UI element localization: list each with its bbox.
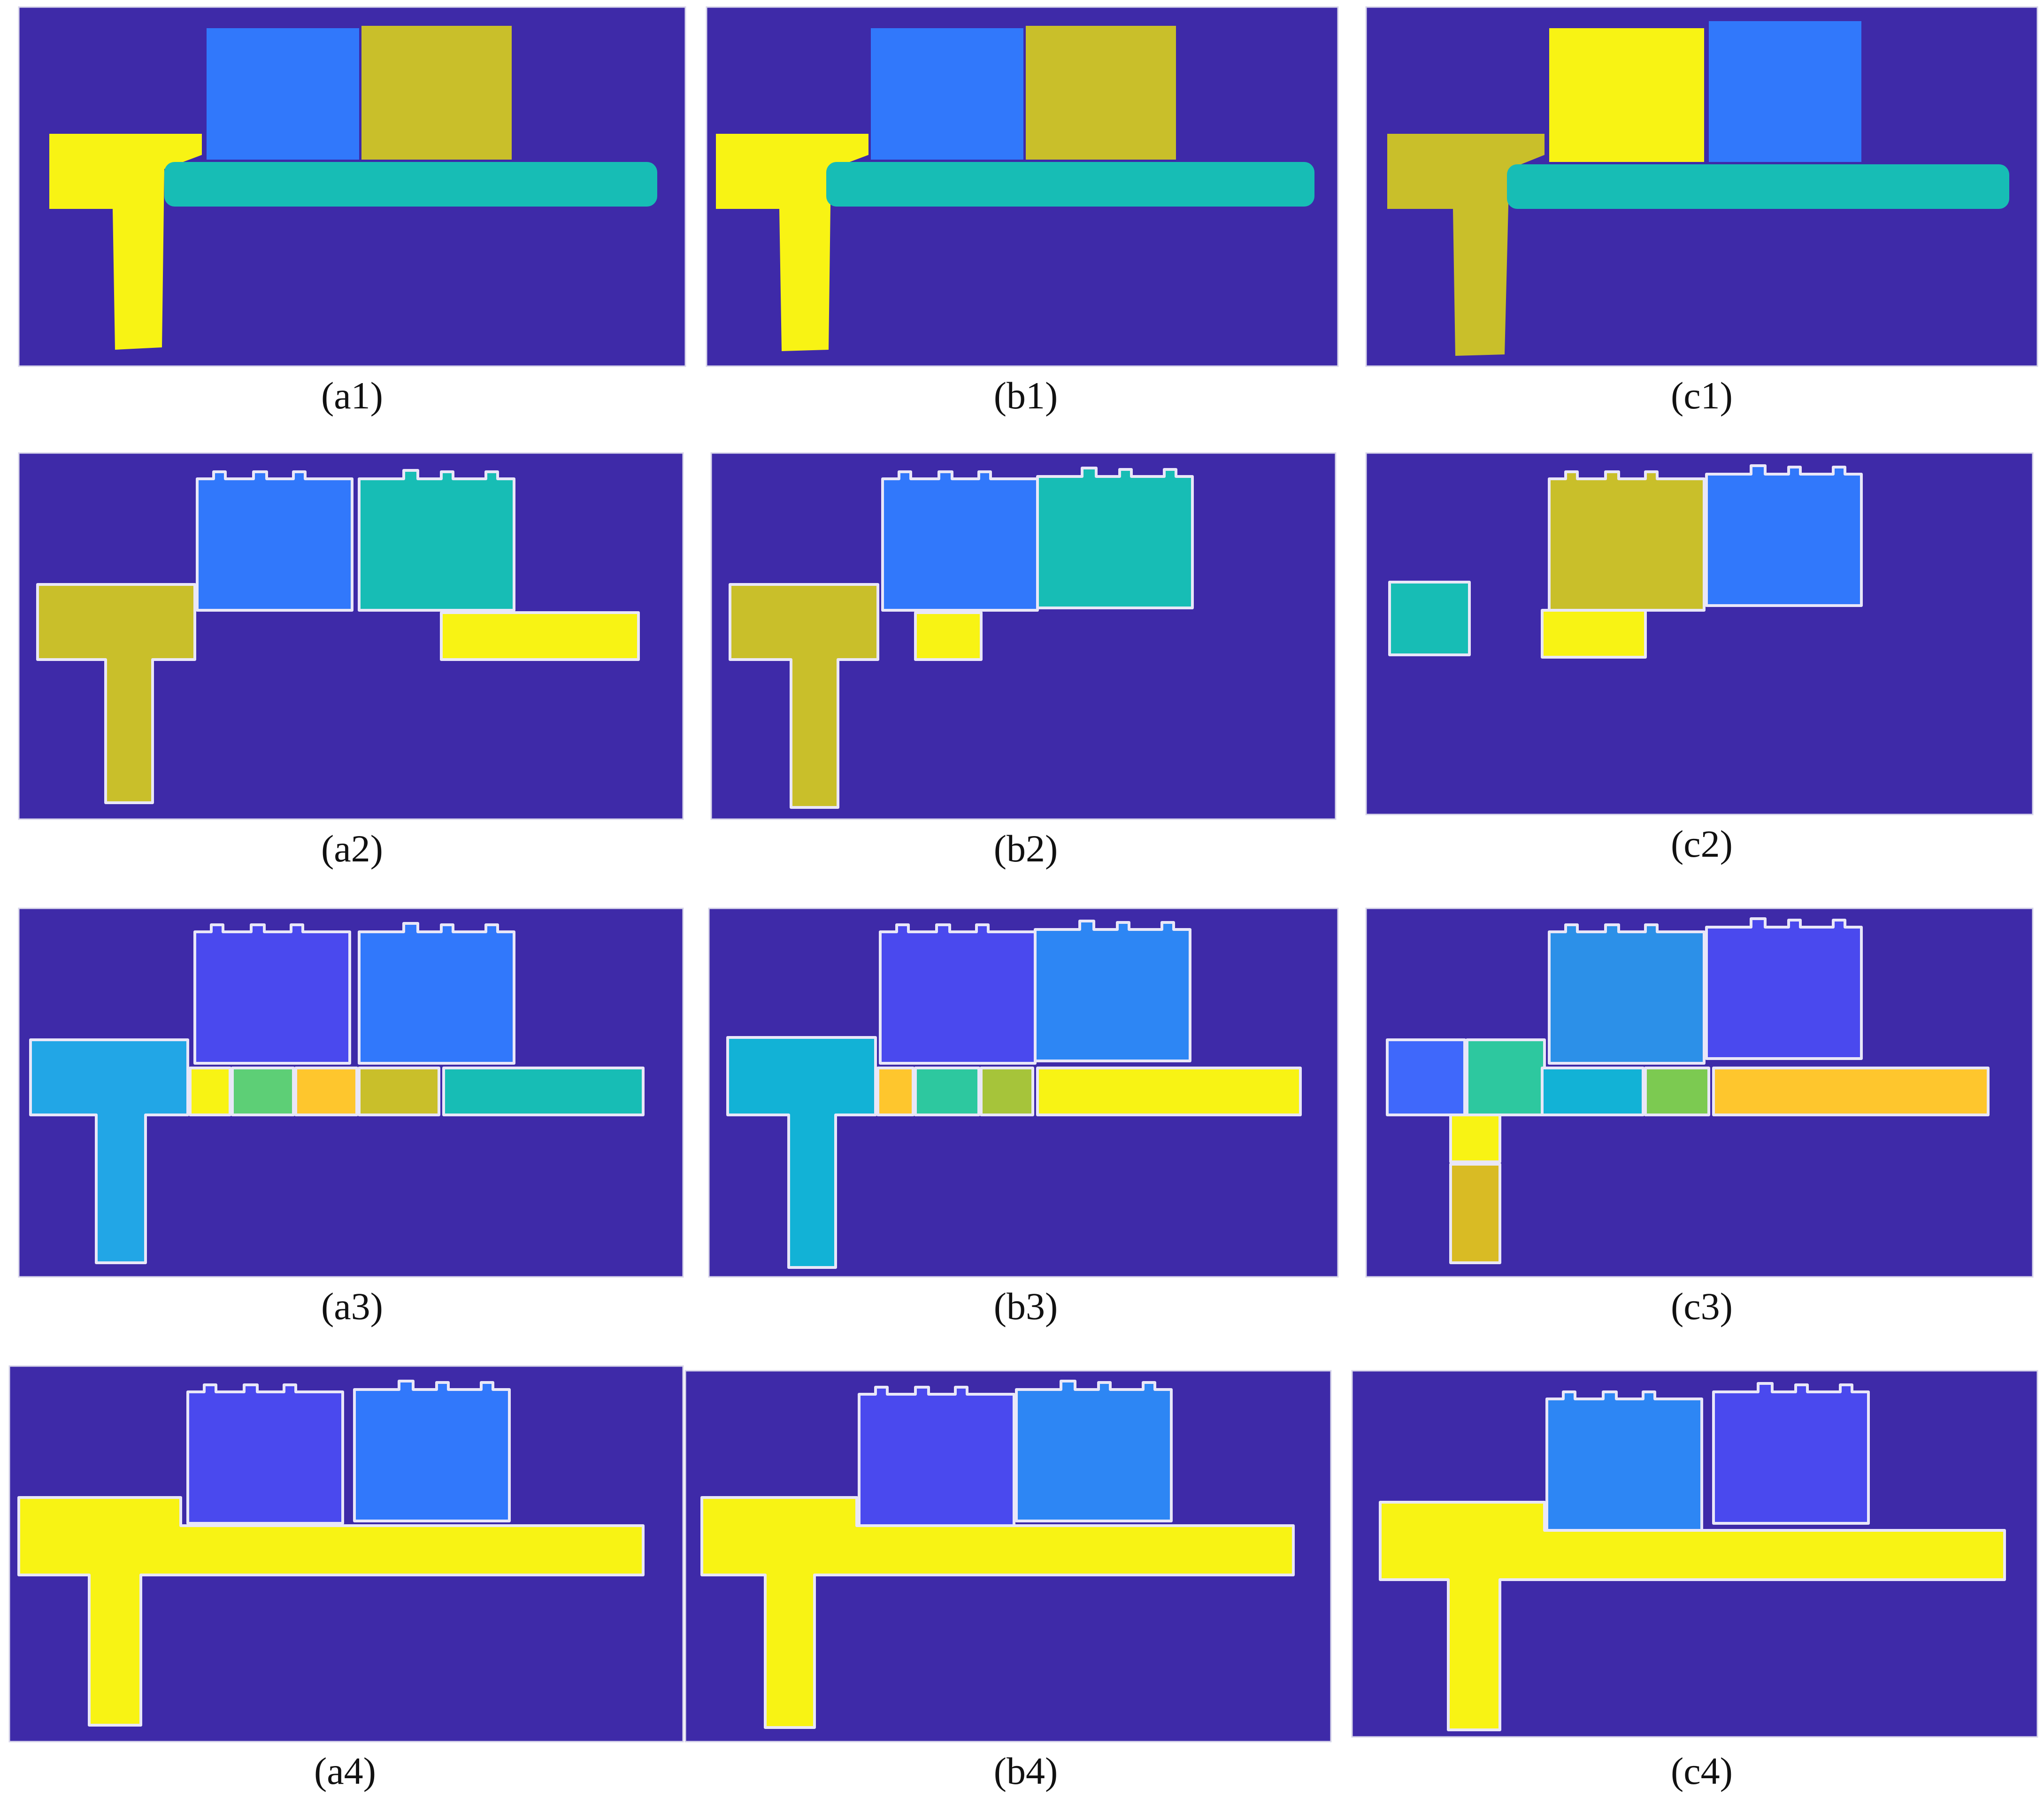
caption-b4: (b4) xyxy=(994,1750,1058,1792)
room-t-corridor xyxy=(17,1496,645,1727)
room-1 xyxy=(197,472,352,610)
room-1 xyxy=(871,28,1023,160)
room-hall xyxy=(826,162,1314,207)
room-3 xyxy=(189,1067,231,1116)
room-t-corridor xyxy=(729,583,879,809)
caption-b2: (b2) xyxy=(994,827,1058,870)
caption-b1: (b1) xyxy=(994,374,1058,417)
room-1 xyxy=(880,925,1035,1063)
room-1 xyxy=(188,1385,343,1523)
caption-a3: (a3) xyxy=(321,1285,383,1328)
room-t-corridor xyxy=(700,1496,1295,1729)
panel-c2: (c2) xyxy=(1365,452,2034,865)
room-3 xyxy=(914,611,983,661)
room-7 xyxy=(1712,1067,1990,1116)
room-9 xyxy=(1449,1163,1501,1264)
panel-c3: (c3) xyxy=(1365,907,2034,1328)
room-2 xyxy=(1026,26,1176,160)
room-1 xyxy=(883,472,1037,610)
room-t-corridor xyxy=(49,134,202,350)
room-hall xyxy=(1507,164,2009,209)
caption-c2: (c2) xyxy=(1671,822,1733,865)
panel-b1: (b1) xyxy=(706,6,1339,417)
panel-c1: (c1) xyxy=(1365,6,2038,417)
panel-b2: (b2) xyxy=(710,452,1337,870)
room-1 xyxy=(1547,1392,1702,1530)
room-t-corridor xyxy=(36,583,196,804)
room-2 xyxy=(354,1381,509,1521)
room-3 xyxy=(440,611,640,661)
room-2 xyxy=(1016,1381,1171,1521)
room-2 xyxy=(1035,921,1190,1061)
room-2 xyxy=(1706,466,1861,606)
panel-b4: (b4) xyxy=(684,1370,1332,1792)
panel-b3: (b3) xyxy=(708,907,1339,1328)
room-3 xyxy=(876,1067,914,1116)
room-2 xyxy=(359,923,514,1063)
room-2 xyxy=(359,470,514,610)
room-2 xyxy=(1709,21,1861,162)
room-8 xyxy=(1449,1114,1501,1163)
room-t-corridor xyxy=(29,1038,189,1264)
room-5 xyxy=(980,1067,1034,1116)
room-3 xyxy=(1549,925,1704,1063)
caption-a2: (a2) xyxy=(321,827,383,870)
room-7 xyxy=(442,1067,645,1116)
room-5 xyxy=(294,1067,358,1116)
panel-c4: (c4) xyxy=(1351,1370,2038,1792)
room-t-corridor xyxy=(726,1036,877,1269)
room-4 xyxy=(1706,919,1861,1059)
room-1 xyxy=(1549,472,1704,610)
caption-b3: (b3) xyxy=(994,1285,1058,1328)
room-1 xyxy=(1386,1038,1466,1116)
room-6 xyxy=(1644,1067,1710,1116)
room-2 xyxy=(1466,1038,1546,1116)
room-6 xyxy=(358,1067,440,1116)
room-t-corridor xyxy=(1387,134,1545,356)
caption-c1: (c1) xyxy=(1671,374,1733,417)
caption-c3: (c3) xyxy=(1671,1285,1733,1328)
room-3 xyxy=(1541,609,1647,659)
caption-c4: (c4) xyxy=(1671,1750,1733,1792)
room-1 xyxy=(859,1387,1014,1526)
panel-a1: (a1) xyxy=(18,6,686,417)
room-2 xyxy=(1714,1383,1868,1523)
room-4 xyxy=(914,1067,980,1116)
room-4 xyxy=(231,1067,295,1116)
room-2 xyxy=(361,26,512,160)
room-1 xyxy=(1549,28,1704,162)
panel-a4: (a4) xyxy=(8,1365,684,1792)
room-6 xyxy=(1036,1067,1302,1116)
caption-a1: (a1) xyxy=(321,374,383,417)
room-1 xyxy=(195,925,350,1063)
room-t-corridor xyxy=(1379,1501,2006,1731)
room-1 xyxy=(207,28,359,160)
panel-a2: (a2) xyxy=(18,452,684,870)
panel-a3: (a3) xyxy=(18,907,684,1328)
room-5 xyxy=(1541,1067,1644,1116)
room-2 xyxy=(1037,468,1192,608)
room-hall xyxy=(164,162,657,207)
caption-a4: (a4) xyxy=(314,1750,376,1792)
room-isolated xyxy=(1388,581,1471,656)
